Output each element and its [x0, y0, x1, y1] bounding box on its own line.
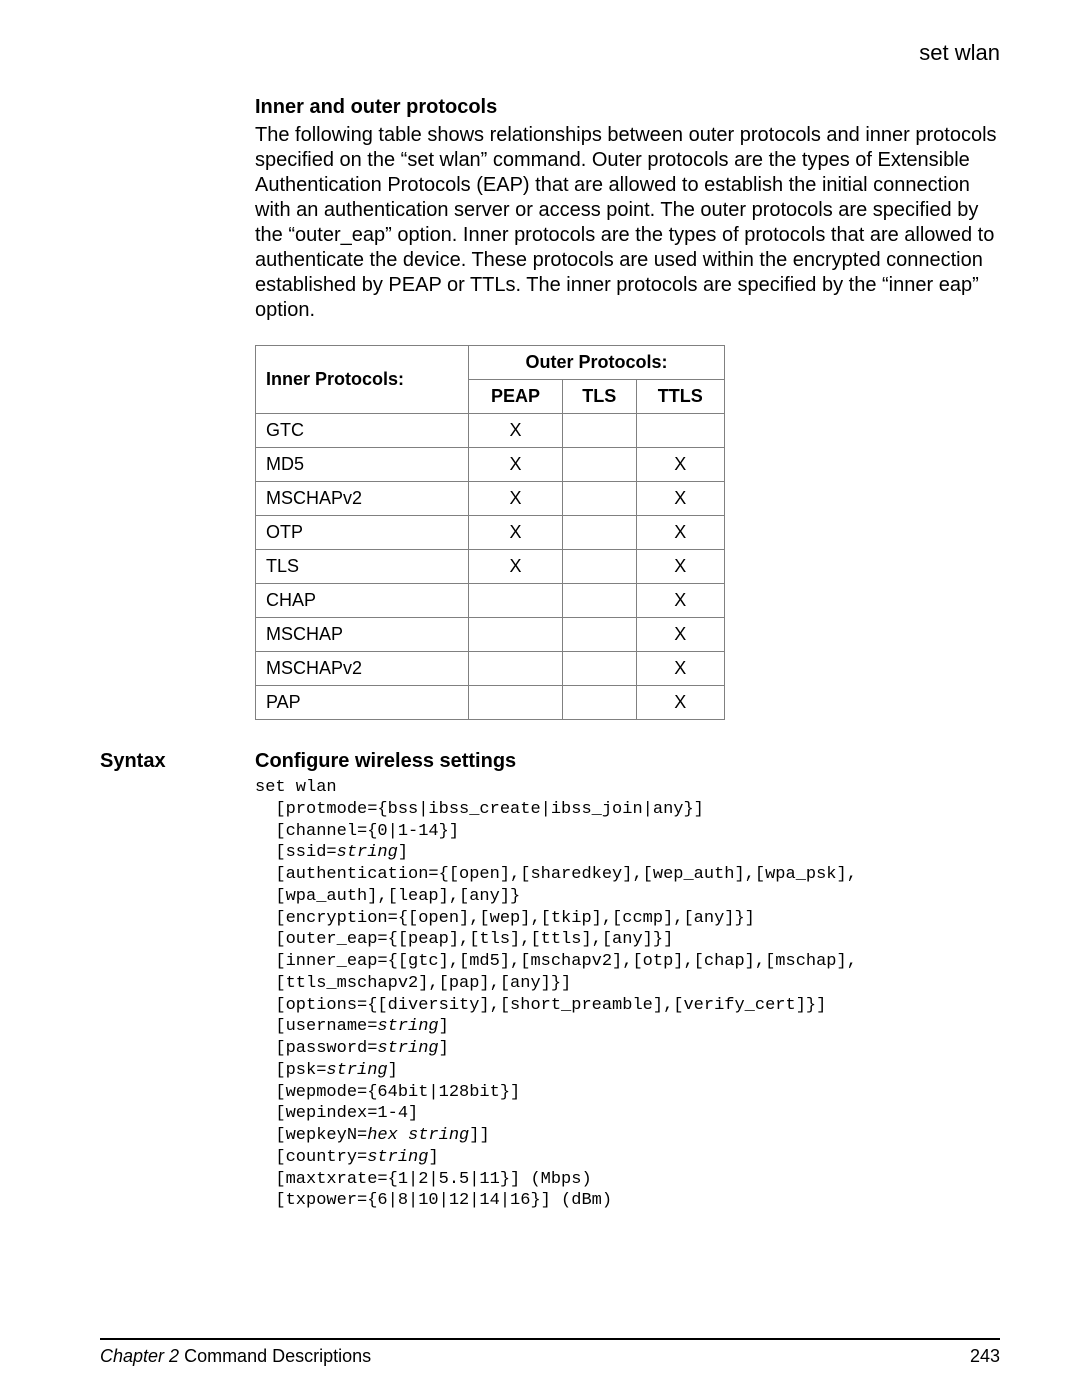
inner-protocol-name: MSCHAPv2	[256, 652, 469, 686]
protocol-cell: X	[636, 686, 724, 720]
protocol-cell	[562, 482, 636, 516]
table-row: CHAP X	[256, 584, 725, 618]
outer-col-header: TLS	[562, 380, 636, 414]
table-row: MSCHAP X	[256, 618, 725, 652]
protocol-cell	[469, 686, 563, 720]
protocol-cell: X	[469, 414, 563, 448]
inner-protocol-name: MSCHAPv2	[256, 482, 469, 516]
syntax-label: Syntax	[100, 750, 255, 773]
inner-protocol-name: TLS	[256, 550, 469, 584]
section-heading-protocols: Inner and outer protocols	[255, 96, 1000, 119]
protocol-cell: X	[636, 482, 724, 516]
outer-protocols-header: Outer Protocols:	[469, 346, 725, 380]
syntax-heading: Configure wireless settings	[255, 750, 1000, 773]
protocol-cell	[562, 414, 636, 448]
protocol-cell	[562, 652, 636, 686]
protocol-cell: X	[636, 516, 724, 550]
protocol-cell: X	[636, 550, 724, 584]
table-row: OTPXX	[256, 516, 725, 550]
page-footer: Chapter 2 Command Descriptions 243	[100, 1338, 1000, 1367]
inner-protocols-header: Inner Protocols:	[256, 346, 469, 414]
page-header-title: set wlan	[100, 40, 1000, 66]
protocol-cell	[562, 516, 636, 550]
table-row: TLSXX	[256, 550, 725, 584]
protocol-cell: X	[636, 448, 724, 482]
protocol-cell	[469, 618, 563, 652]
protocol-cell	[562, 618, 636, 652]
protocol-cell	[562, 584, 636, 618]
table-row: MD5XX	[256, 448, 725, 482]
outer-col-header: TTLS	[636, 380, 724, 414]
protocol-cell: X	[469, 448, 563, 482]
syntax-code: set wlan [protmode={bss|ibss_create|ibss…	[255, 777, 1000, 1212]
outer-col-header: PEAP	[469, 380, 563, 414]
inner-protocol-name: MD5	[256, 448, 469, 482]
inner-protocol-name: PAP	[256, 686, 469, 720]
protocol-cell	[469, 584, 563, 618]
protocol-cell: X	[469, 482, 563, 516]
protocol-cell	[562, 550, 636, 584]
table-row: GTCX	[256, 414, 725, 448]
protocols-table: Inner Protocols: Outer Protocols: PEAPTL…	[255, 345, 725, 720]
footer-rule	[100, 1338, 1000, 1340]
protocol-cell	[469, 652, 563, 686]
protocol-cell: X	[636, 652, 724, 686]
protocol-cell	[562, 448, 636, 482]
section-paragraph-protocols: The following table shows relationships …	[255, 123, 1000, 323]
table-row: MSCHAPv2 X	[256, 652, 725, 686]
footer-page-number: 243	[970, 1346, 1000, 1367]
footer-chapter-rest: Command Descriptions	[179, 1346, 371, 1366]
inner-protocol-name: MSCHAP	[256, 618, 469, 652]
inner-protocol-name: CHAP	[256, 584, 469, 618]
inner-protocol-name: OTP	[256, 516, 469, 550]
protocol-cell	[562, 686, 636, 720]
footer-chapter: Chapter 2 Command Descriptions	[100, 1346, 371, 1367]
table-row: MSCHAPv2XX	[256, 482, 725, 516]
footer-chapter-italic: Chapter 2	[100, 1346, 179, 1366]
protocol-cell: X	[469, 550, 563, 584]
protocol-cell: X	[636, 584, 724, 618]
protocol-cell: X	[469, 516, 563, 550]
protocol-cell	[636, 414, 724, 448]
table-row: PAP X	[256, 686, 725, 720]
protocol-cell: X	[636, 618, 724, 652]
inner-protocol-name: GTC	[256, 414, 469, 448]
